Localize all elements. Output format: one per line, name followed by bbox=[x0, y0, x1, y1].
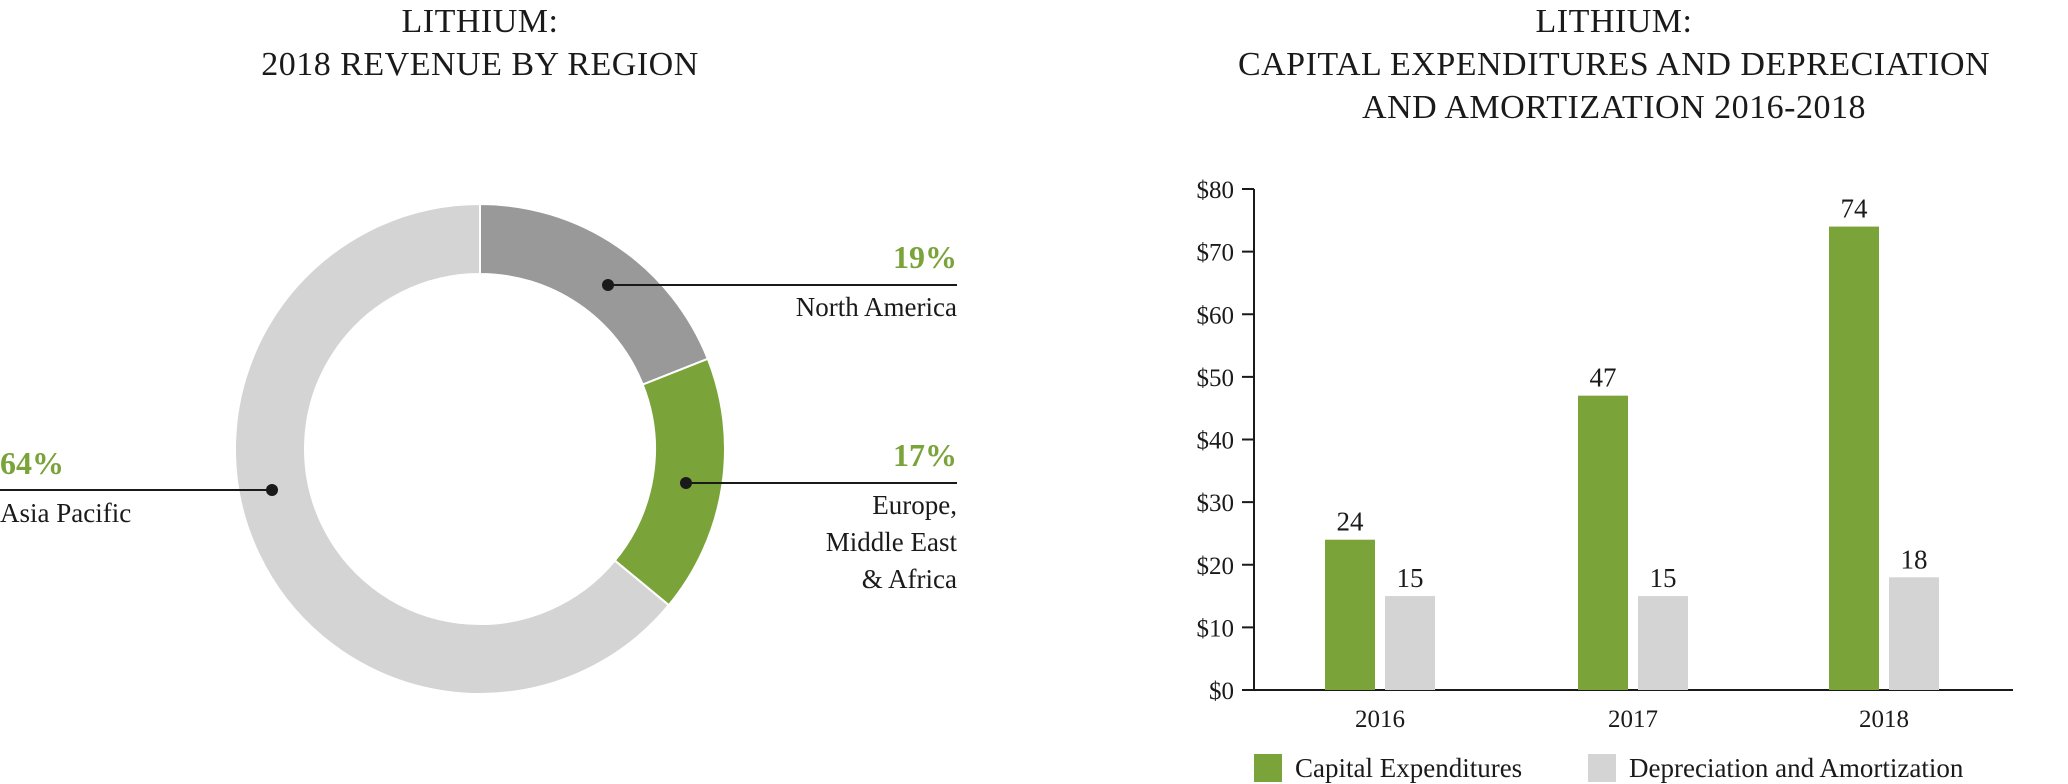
y-tick-label-5: $50 bbox=[1197, 365, 1235, 392]
y-tick-label-8: $80 bbox=[1197, 177, 1235, 204]
legend-swatch-1 bbox=[1588, 754, 1616, 782]
bar-capital-expenditures-2017 bbox=[1578, 395, 1628, 690]
bar-title-line-1: LITHIUM: bbox=[1535, 3, 1693, 40]
slice-percent-label-1: 17% bbox=[893, 437, 957, 473]
bar-value-label-0-1: 47 bbox=[1590, 363, 1617, 393]
donut-chart-title: LITHIUM: 2018 REVENUE BY REGION bbox=[160, 0, 800, 86]
y-tick-label-0: $0 bbox=[1209, 678, 1234, 705]
revenue-by-region-panel: LITHIUM: 2018 REVENUE BY REGION 19% North… bbox=[0, 0, 980, 784]
x-tick-label-0: 2016 bbox=[1355, 706, 1405, 733]
bar-depreciation-and-amortization-2017 bbox=[1638, 596, 1688, 690]
donut-chart: 19% North America 17% Europe, Middle East & A… bbox=[0, 202, 958, 695]
y-tick-label-4: $40 bbox=[1197, 428, 1235, 455]
bar-title-line-2: CAPITAL EXPENDITURES AND DEPRECIATION bbox=[1237, 46, 1991, 83]
bar-value-label-0-0: 24 bbox=[1337, 507, 1365, 537]
y-tick-label-1: $10 bbox=[1197, 615, 1235, 642]
capex-panel: LITHIUM: CAPITAL EXPENDITURES AND DEPREC… bbox=[1160, 0, 2068, 784]
y-tick-label-3: $30 bbox=[1197, 490, 1235, 517]
bar-value-label-1-1: 15 bbox=[1650, 563, 1677, 593]
y-tick-label-7: $70 bbox=[1197, 240, 1235, 267]
legend-label-0: Capital Expenditures bbox=[1295, 753, 1522, 783]
donut-slice-0 bbox=[479, 202, 710, 386]
bar-value-label-1-0: 15 bbox=[1397, 563, 1424, 593]
bar-value-label-1-2: 18 bbox=[1901, 544, 1928, 574]
slice-percent-label-0: 19% bbox=[893, 239, 957, 275]
callout-dot-1 bbox=[680, 477, 692, 489]
bar-depreciation-and-amortization-2016 bbox=[1385, 596, 1435, 690]
bar-capital-expenditures-2018 bbox=[1829, 226, 1879, 690]
slice-region-label-0-0: North America bbox=[796, 292, 957, 322]
bar-capital-expenditures-2016 bbox=[1325, 539, 1375, 690]
legend-swatch-0 bbox=[1254, 754, 1282, 782]
bar-depreciation-and-amortization-2018 bbox=[1889, 577, 1939, 690]
y-tick-label-2: $20 bbox=[1197, 553, 1235, 580]
legend-label-1: Depreciation and Amortization bbox=[1629, 753, 1964, 783]
slice-region-label-2-0: Asia Pacific bbox=[0, 498, 131, 528]
y-tick-label-6: $60 bbox=[1197, 302, 1235, 329]
slice-region-label-1-0: Europe, bbox=[872, 490, 957, 520]
slice-percent-label-2: 64% bbox=[0, 445, 64, 481]
callout-dot-0 bbox=[602, 279, 614, 291]
callout-dot-2 bbox=[266, 484, 278, 496]
bar-chart: $0 $10 $20 $30 $40 $50 $60 $70 $80 24 15 2016 47 15 20… bbox=[1197, 177, 2013, 783]
slice-region-label-1-1: Middle East bbox=[826, 527, 958, 557]
bar-value-label-0-2: 74 bbox=[1841, 194, 1869, 224]
donut-slice-1 bbox=[613, 357, 726, 607]
slice-region-label-1-2: & Africa bbox=[862, 564, 957, 594]
bar-title-line-3: AND AMORTIZATION 2016-2018 bbox=[1362, 89, 1866, 126]
x-tick-label-1: 2017 bbox=[1608, 706, 1658, 733]
donut-title-line-1: LITHIUM: bbox=[401, 3, 559, 40]
donut-slice-2 bbox=[234, 202, 671, 695]
donut-title-line-2: 2018 REVENUE BY REGION bbox=[261, 46, 699, 83]
x-tick-label-2: 2018 bbox=[1859, 706, 1909, 733]
bar-chart-title: LITHIUM: CAPITAL EXPENDITURES AND DEPREC… bbox=[1160, 0, 2068, 129]
